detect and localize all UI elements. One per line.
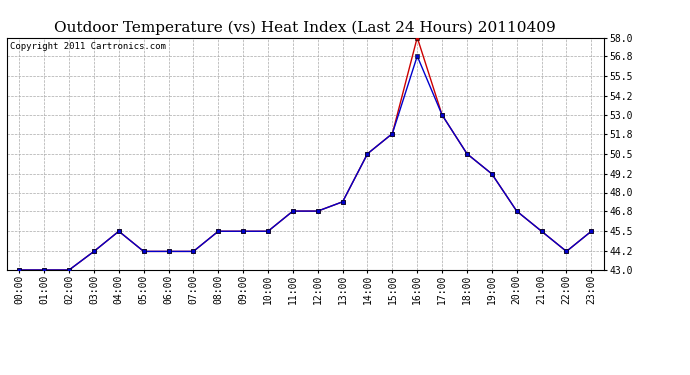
Text: Copyright 2011 Cartronics.com: Copyright 2011 Cartronics.com: [10, 42, 166, 51]
Title: Outdoor Temperature (vs) Heat Index (Last 24 Hours) 20110409: Outdoor Temperature (vs) Heat Index (Las…: [55, 21, 556, 35]
